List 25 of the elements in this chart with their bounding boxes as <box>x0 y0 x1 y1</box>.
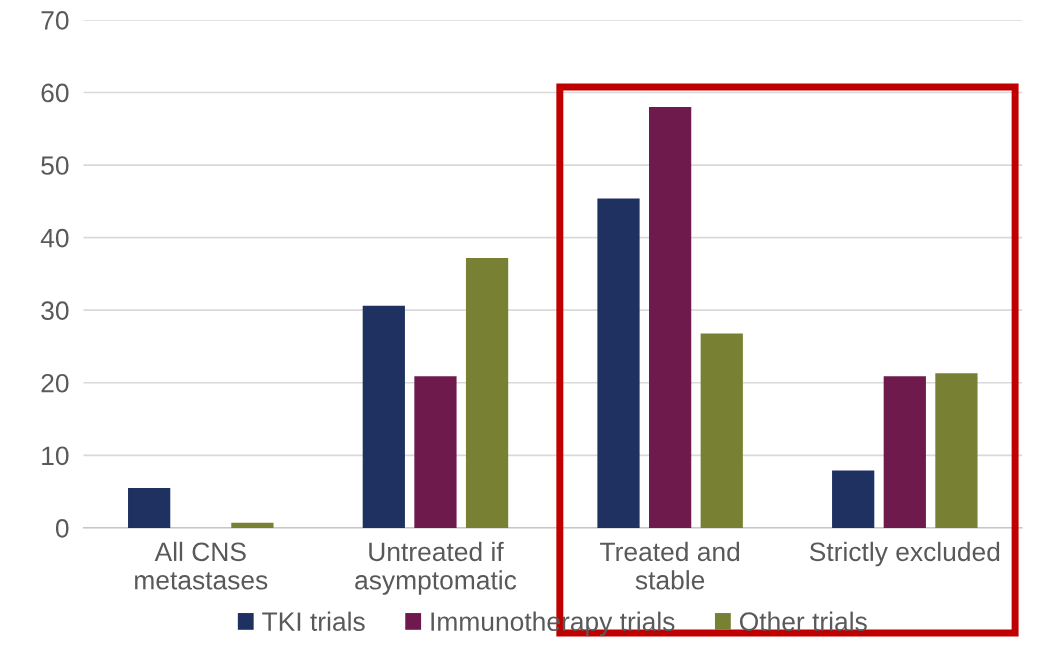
bar <box>414 376 457 528</box>
y-tick-label: 70 <box>41 11 69 30</box>
x-tick-label: Untreated if asymptomatic <box>355 541 517 595</box>
bar <box>832 470 875 528</box>
y-tick-label: 20 <box>41 373 69 393</box>
legend-label: TKI trials <box>262 611 365 631</box>
bar <box>649 107 692 528</box>
x-tick-label: Treated and stable <box>600 541 740 590</box>
bar <box>465 257 509 528</box>
x-tick-label: Strictly excluded <box>809 541 1000 567</box>
y-tick-label: 40 <box>40 228 69 248</box>
y-tick-label: 60 <box>41 83 69 103</box>
bar <box>883 376 926 528</box>
bar <box>128 487 171 528</box>
x-tick-label: All CNS metastases <box>135 541 268 590</box>
y-tick-label: 30 <box>41 301 69 320</box>
y-tick-label: 0 <box>55 519 69 538</box>
bar <box>935 373 978 528</box>
bar <box>700 333 743 528</box>
bar <box>362 305 405 528</box>
y-tick-label: 10 <box>42 446 69 466</box>
legend-label: Other trials <box>739 611 867 631</box>
y-tick-label: 50 <box>41 156 69 175</box>
bar <box>231 522 274 528</box>
bar <box>597 198 640 528</box>
